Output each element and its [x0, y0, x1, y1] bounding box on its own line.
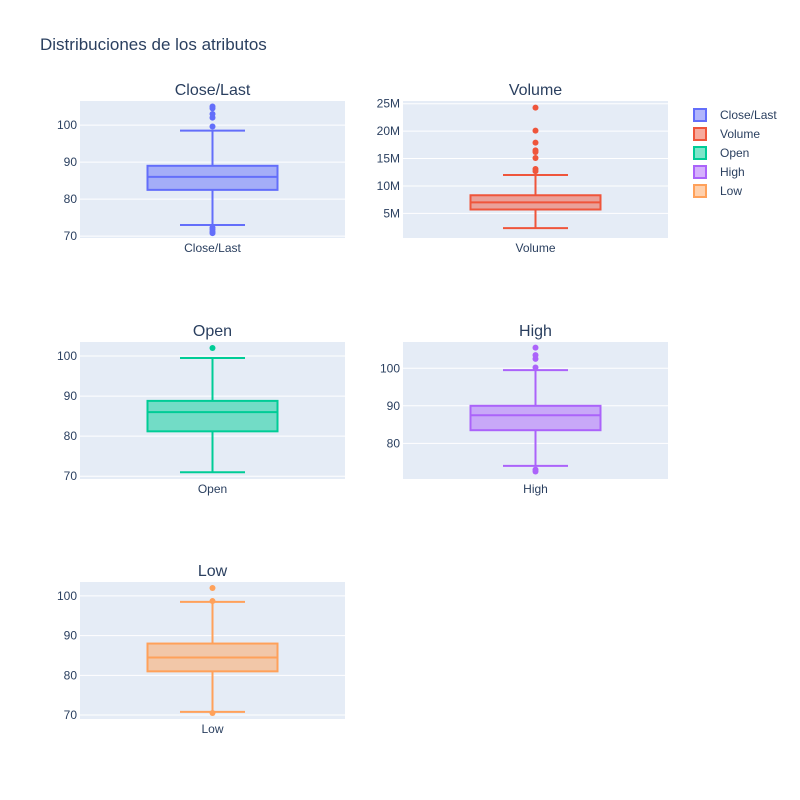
- subplot-title: Volume: [509, 82, 562, 99]
- y-tick-label: 90: [64, 155, 78, 169]
- legend-item-close-last[interactable]: Close/Last: [693, 108, 777, 122]
- outlier-point[interactable]: [532, 364, 539, 371]
- legend-item-high[interactable]: High: [693, 165, 745, 179]
- legend-label: High: [720, 165, 745, 179]
- outlier-point[interactable]: [209, 710, 216, 717]
- y-tick-label: 100: [380, 361, 400, 375]
- y-tick-label: 100: [57, 349, 77, 363]
- subplot-high: 80 90 100 High High: [380, 323, 668, 496]
- outlier-point[interactable]: [532, 468, 539, 475]
- y-tick-label: 20M: [377, 124, 400, 138]
- outlier-point[interactable]: [532, 154, 539, 161]
- outlier-point[interactable]: [209, 114, 216, 121]
- y-tick-label: 80: [387, 436, 401, 450]
- subplot-volume: 5M 10M 15M 20M 25M Volume Volume: [377, 82, 668, 255]
- y-tick-label: 90: [64, 389, 78, 403]
- outlier-point[interactable]: [209, 598, 216, 605]
- y-tick-label: 100: [57, 118, 77, 132]
- y-tick-label: 100: [57, 589, 77, 603]
- y-tick-label: 70: [64, 229, 78, 243]
- y-tick-label: 80: [64, 668, 78, 682]
- y-tick-label: 10M: [377, 179, 400, 193]
- subplot-low: 70 80 90 100 Low Low: [57, 563, 345, 736]
- outlier-point[interactable]: [532, 355, 539, 362]
- legend[interactable]: Close/Last Volume Open High Low: [693, 108, 777, 198]
- legend-swatch: [693, 146, 707, 160]
- outlier-point[interactable]: [209, 105, 216, 112]
- x-tick-label: Volume: [515, 241, 555, 255]
- subplot-title: High: [519, 323, 552, 340]
- outlier-point[interactable]: [532, 104, 539, 111]
- x-tick-label: Close/Last: [184, 241, 241, 255]
- y-tick-label: 70: [64, 708, 78, 722]
- outlier-point[interactable]: [532, 168, 539, 175]
- subplot-title: Close/Last: [175, 82, 251, 99]
- box-iqr[interactable]: [469, 404, 602, 432]
- legend-item-volume[interactable]: Volume: [693, 127, 760, 141]
- legend-item-open[interactable]: Open: [693, 146, 749, 160]
- legend-swatch: [693, 165, 707, 179]
- outlier-point[interactable]: [209, 345, 216, 352]
- legend-item-low[interactable]: Low: [693, 184, 742, 198]
- outlier-point[interactable]: [209, 230, 216, 237]
- subplot-title: Open: [193, 323, 232, 340]
- y-tick-label: 90: [387, 399, 401, 413]
- x-tick-label: Low: [201, 722, 223, 736]
- outlier-point[interactable]: [532, 127, 539, 134]
- legend-label: Close/Last: [720, 108, 777, 122]
- legend-swatch: [693, 108, 707, 122]
- y-tick-label: 5M: [383, 206, 400, 220]
- y-tick-label: 80: [64, 192, 78, 206]
- legend-swatch: [693, 184, 707, 198]
- outlier-point[interactable]: [209, 584, 216, 591]
- subplot-close-last: 70 80 90 100 Close/Last Close/Last: [57, 82, 345, 255]
- figure-title: Distribuciones de los atributos: [40, 35, 267, 54]
- y-tick-label: 15M: [377, 152, 400, 166]
- y-tick-label: 70: [64, 469, 78, 483]
- outlier-point[interactable]: [209, 123, 216, 130]
- box-iqr[interactable]: [146, 399, 279, 433]
- y-tick-label: 90: [64, 629, 78, 643]
- x-tick-label: High: [523, 482, 548, 496]
- legend-label: Open: [720, 146, 749, 160]
- subplot-open: 70 80 90 100 Open Open: [57, 323, 345, 496]
- outlier-point[interactable]: [532, 344, 539, 351]
- legend-swatch: [693, 127, 707, 141]
- y-tick-label: 25M: [377, 97, 400, 111]
- x-tick-label: Open: [198, 482, 227, 496]
- outlier-point[interactable]: [532, 139, 539, 146]
- y-tick-label: 80: [64, 429, 78, 443]
- subplots: 70 80 90 100 Close/Last Close/Last 5M 10M 15M 20M…: [57, 82, 668, 736]
- outlier-point[interactable]: [532, 148, 539, 155]
- legend-label: Volume: [720, 127, 760, 141]
- legend-label: Low: [720, 184, 742, 198]
- subplot-title: Low: [198, 563, 228, 580]
